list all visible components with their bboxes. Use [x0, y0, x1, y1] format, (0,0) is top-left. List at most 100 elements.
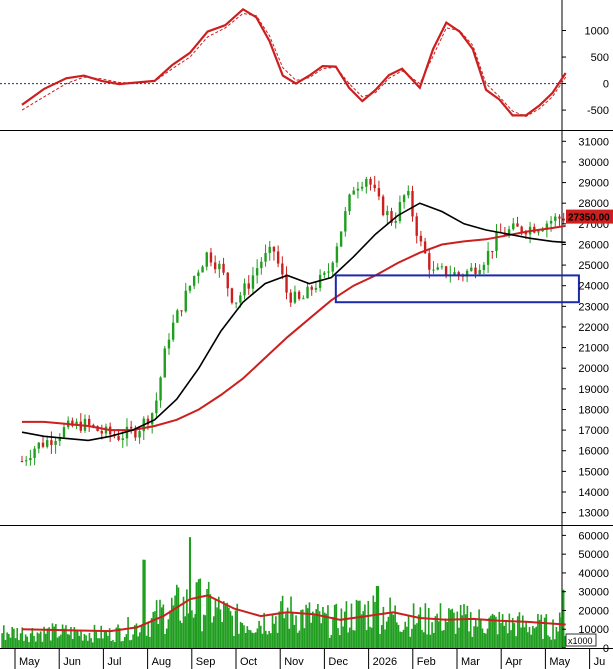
candle-body: [407, 191, 410, 196]
volume-bar: [488, 617, 490, 648]
candle-body: [163, 348, 166, 378]
price-y-tick-label: 26000: [578, 239, 609, 251]
candle-body: [54, 440, 57, 445]
volume-bar: [175, 584, 178, 648]
volume-bar: [560, 617, 563, 648]
volume-bar: [345, 601, 348, 648]
volume-bar: [320, 623, 323, 648]
volume-bar: [239, 621, 242, 648]
volume-bar: [288, 628, 291, 648]
volume-bar: [26, 636, 29, 648]
volume-bar: [191, 610, 193, 648]
volume-bar: [479, 619, 482, 648]
x-axis-label: 2026: [373, 656, 397, 668]
candle-body: [453, 272, 456, 275]
volume-bar: [70, 626, 72, 648]
volume-bar: [177, 587, 180, 648]
candle-body: [226, 272, 229, 289]
volume-bar: [401, 631, 403, 648]
volume-bar: [431, 622, 433, 648]
volume-bar: [118, 628, 121, 648]
oscillator-y-tick-label: 500: [591, 52, 609, 64]
volume-bar: [295, 615, 297, 648]
volume-bar: [338, 635, 341, 648]
volume-bar: [506, 633, 509, 648]
volume-bar: [253, 633, 255, 648]
candle-body: [92, 424, 95, 427]
price-y-tick-label: 30000: [578, 157, 609, 169]
candle-body: [369, 178, 372, 185]
volume-bar: [107, 635, 109, 648]
candle-body: [71, 420, 74, 426]
volume-bar: [495, 616, 497, 648]
volume-bar: [478, 609, 480, 648]
volume-bar: [412, 603, 415, 648]
candle-body: [268, 246, 271, 254]
volume-bar: [527, 632, 529, 648]
candle-body: [554, 216, 557, 221]
volume-bar: [520, 627, 522, 648]
volume-bar: [348, 627, 351, 648]
candle-body: [117, 435, 120, 440]
volume-bar: [313, 615, 316, 648]
volume-bar: [315, 609, 317, 648]
volume-bar: [31, 628, 34, 648]
volume-bar: [300, 609, 302, 648]
candle-body: [58, 437, 61, 441]
candle-body: [255, 268, 259, 276]
volume-bar: [380, 625, 383, 648]
price-y-tick-label: 31000: [578, 136, 609, 148]
price-y-tick-label: 13000: [578, 508, 609, 520]
volume-bar: [223, 601, 225, 648]
volume-bar: [459, 604, 462, 648]
candle-body: [50, 440, 53, 445]
oscillator-y-tick-label: 0: [603, 79, 609, 91]
volume-bar: [553, 639, 556, 648]
volume-bar: [29, 633, 32, 648]
volume-bar: [485, 633, 487, 648]
volume-bar: [182, 596, 185, 648]
volume-bar: [496, 634, 499, 648]
volume-bar: [530, 634, 532, 648]
volume-bar: [335, 603, 338, 648]
volume-bar: [248, 629, 250, 648]
candle-body: [331, 262, 334, 272]
candle-body: [482, 264, 486, 270]
price-y-tick-label: 14000: [578, 487, 609, 499]
volume-bar: [352, 630, 354, 648]
candle-body: [474, 267, 477, 274]
volume-bar: [563, 636, 566, 648]
x-axis-label: Mar: [461, 656, 480, 668]
candle-body: [125, 426, 129, 439]
volume-bar: [382, 606, 385, 648]
volume-bar: [93, 624, 96, 648]
volume-bar: [174, 595, 176, 648]
price-y-tick-label: 23000: [578, 301, 609, 313]
volume-bar: [362, 611, 365, 648]
x-axis-label: Jul: [107, 656, 121, 668]
volume-bar: [360, 614, 363, 648]
volume-bar: [280, 601, 282, 648]
volume-bar: [110, 640, 113, 648]
volume-bar: [312, 611, 314, 648]
candle-body: [260, 261, 263, 269]
volume-bar: [387, 616, 390, 648]
volume-bar: [258, 620, 260, 648]
volume-bar: [547, 635, 549, 648]
volume-bar: [328, 637, 331, 648]
candle-body: [159, 377, 162, 401]
volume-bar: [528, 626, 531, 648]
volume-bar: [140, 625, 143, 648]
candle-body: [218, 263, 221, 270]
candle-body: [167, 339, 171, 349]
volume-bar: [65, 625, 67, 648]
volume-bar: [212, 616, 215, 648]
volume-bar: [80, 630, 82, 648]
volume-bar: [38, 633, 40, 648]
volume-bar: [510, 630, 512, 648]
volume-bar: [9, 637, 12, 648]
candle-body: [146, 418, 150, 425]
candle-body: [411, 191, 414, 217]
volume-bar: [73, 627, 76, 648]
candle-body: [100, 431, 103, 434]
